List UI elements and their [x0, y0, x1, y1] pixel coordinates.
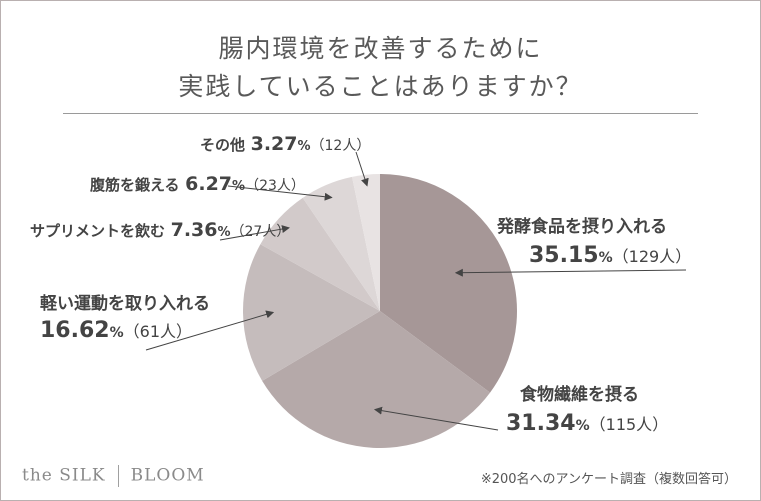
brand-logo-left: the SILK — [22, 465, 106, 486]
label-slice-2-name: 軽い運動を取り入れる — [40, 294, 210, 314]
title-line-2: 実践していることはありますか？ — [178, 72, 583, 101]
label-slice-5-count: 12人 — [324, 138, 357, 154]
label-slice-2-count: 61人 — [139, 322, 177, 341]
label-slice-4: 腹筋を鍛える 6.27%（23人） — [90, 173, 305, 195]
leader-line-2 — [145, 310, 275, 351]
label-slice-1-count: 115人 — [605, 415, 653, 434]
label-slice-1: 食物繊維を摂る 31.34%（115人） — [506, 380, 668, 436]
label-slice-1-name: 食物繊維を摂る — [520, 385, 639, 405]
label-slice-5-percent: 3.27 — [250, 133, 298, 155]
leader-line-1 — [373, 406, 499, 431]
brand-logo-separator — [117, 465, 119, 487]
pie-slice-0 — [380, 174, 518, 393]
label-slice-0-name: 発酵食品を摂り入れる — [497, 217, 667, 237]
pie-slice-3 — [260, 197, 380, 311]
label-slice-4-percent: 6.27 — [185, 173, 233, 195]
title-line-1: 腸内環境を改善するために — [218, 34, 543, 63]
leader-line-4 — [227, 185, 333, 201]
label-slice-4-name: 腹筋を鍛える — [90, 176, 180, 194]
label-slice-3-percent-sign: % — [217, 225, 231, 240]
label-slice-1-percent: 31.34 — [506, 411, 576, 436]
pie-slice-5 — [352, 174, 380, 311]
label-slice-3: サプリメントを飲む 7.36%（27人） — [30, 219, 291, 241]
leader-line-3 — [219, 225, 290, 241]
label-slice-0: 発酵食品を摂り入れる 35.15%（129人） — [497, 212, 691, 268]
pie-slice-1 — [262, 311, 491, 449]
label-slice-2-percent-sign: % — [109, 325, 124, 341]
label-slice-3-percent: 7.36 — [170, 219, 218, 241]
label-slice-4-count: 23人 — [259, 178, 291, 194]
label-slice-5-name: その他 — [200, 136, 246, 154]
label-slice-5-percent-sign: % — [297, 139, 311, 154]
label-slice-3-count: 27人 — [244, 224, 277, 240]
label-slice-0-percent-sign: % — [598, 250, 613, 266]
title-divider — [63, 113, 698, 114]
label-slice-0-percent: 35.15 — [529, 243, 599, 268]
pie-slice-2 — [242, 244, 380, 381]
label-slice-0-count: 129人 — [628, 247, 676, 266]
label-slice-1-percent-sign: % — [575, 418, 590, 434]
brand-logo-right: BLOOM — [130, 465, 205, 486]
label-slice-2-percent: 16.62 — [40, 318, 110, 343]
leader-line-0 — [454, 268, 687, 277]
pie-slice-4 — [302, 176, 380, 311]
label-slice-2: 軽い運動を取り入れる 16.62%（61人） — [40, 289, 210, 343]
label-slice-3-name: サプリメントを飲む — [30, 222, 166, 240]
leader-line-5 — [355, 151, 369, 187]
chart-title: 腸内環境を改善するために 実践していることはありますか？ — [0, 30, 761, 106]
label-slice-5: その他 3.27%（12人） — [200, 133, 371, 155]
brand-logo: the SILK BLOOM — [22, 465, 205, 487]
survey-note: ※200名へのアンケート調査（複数回答可） — [480, 472, 737, 487]
label-slice-4-percent-sign: % — [232, 179, 246, 194]
